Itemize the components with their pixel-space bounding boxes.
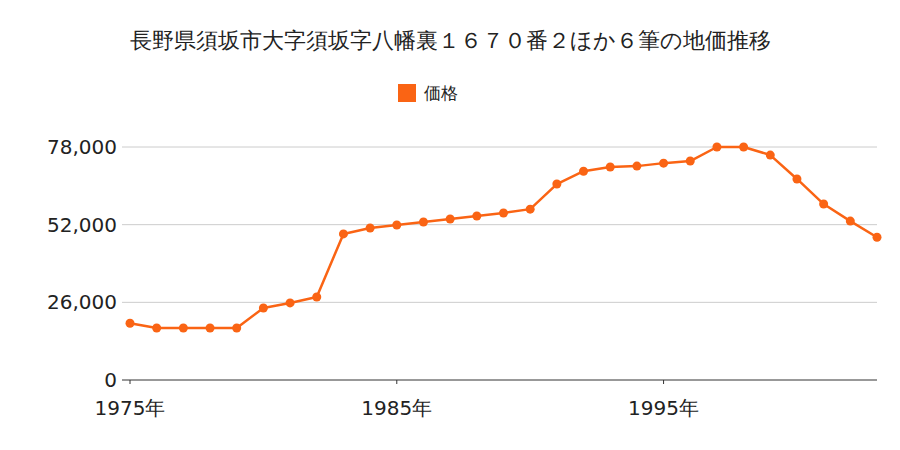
legend-swatch <box>398 84 416 102</box>
data-point <box>766 151 775 160</box>
data-point <box>286 298 295 307</box>
data-point <box>419 217 428 226</box>
x-tick-label: 1995年 <box>628 396 699 420</box>
data-point <box>499 209 508 218</box>
data-point <box>152 324 161 333</box>
chart: 長野県須坂市大字須坂字八幡裏１６７０番２ほか６筆の地価推移価格 0 26,000 52… <box>0 0 900 450</box>
y-tick-label: 52,000 <box>47 213 117 237</box>
data-point <box>606 163 615 172</box>
y-tick-label: 78,000 <box>47 135 117 159</box>
x-tick-label: 1975年 <box>95 396 166 420</box>
x-tick <box>663 380 664 384</box>
data-point <box>659 159 668 168</box>
grid-line <box>122 147 877 148</box>
data-point <box>232 324 241 333</box>
data-point <box>792 174 801 183</box>
legend-label: 価格 <box>424 83 458 103</box>
data-point <box>366 223 375 232</box>
data-point <box>579 167 588 176</box>
series-line <box>130 147 877 328</box>
x-axis <box>122 380 877 381</box>
x-tick <box>130 380 131 384</box>
data-point <box>819 200 828 209</box>
data-point <box>686 157 695 166</box>
data-point <box>312 292 321 301</box>
grid-line <box>122 302 877 303</box>
data-point <box>339 229 348 238</box>
data-point <box>472 212 481 221</box>
data-point <box>873 233 882 242</box>
legend: 価格 <box>398 83 458 103</box>
x-tick-label: 1985年 <box>361 396 432 420</box>
data-point <box>846 217 855 226</box>
grid-line <box>122 224 877 225</box>
data-point <box>739 143 748 152</box>
data-point <box>206 324 215 333</box>
data-point <box>259 304 268 313</box>
title: 長野県須坂市大字須坂字八幡裏１６７０番２ほか６筆の地価推移 <box>130 28 771 53</box>
data-point <box>712 143 721 152</box>
y-tick-label: 26,000 <box>47 290 117 314</box>
data-point <box>179 324 188 333</box>
data-point <box>526 205 535 214</box>
data-point <box>392 220 401 229</box>
data-point <box>632 162 641 171</box>
plot-area <box>126 143 882 333</box>
data-point <box>446 214 455 223</box>
data-point <box>126 319 135 328</box>
y-tick-label: 0 <box>104 368 117 392</box>
x-tick <box>396 380 397 384</box>
data-point <box>552 180 561 189</box>
